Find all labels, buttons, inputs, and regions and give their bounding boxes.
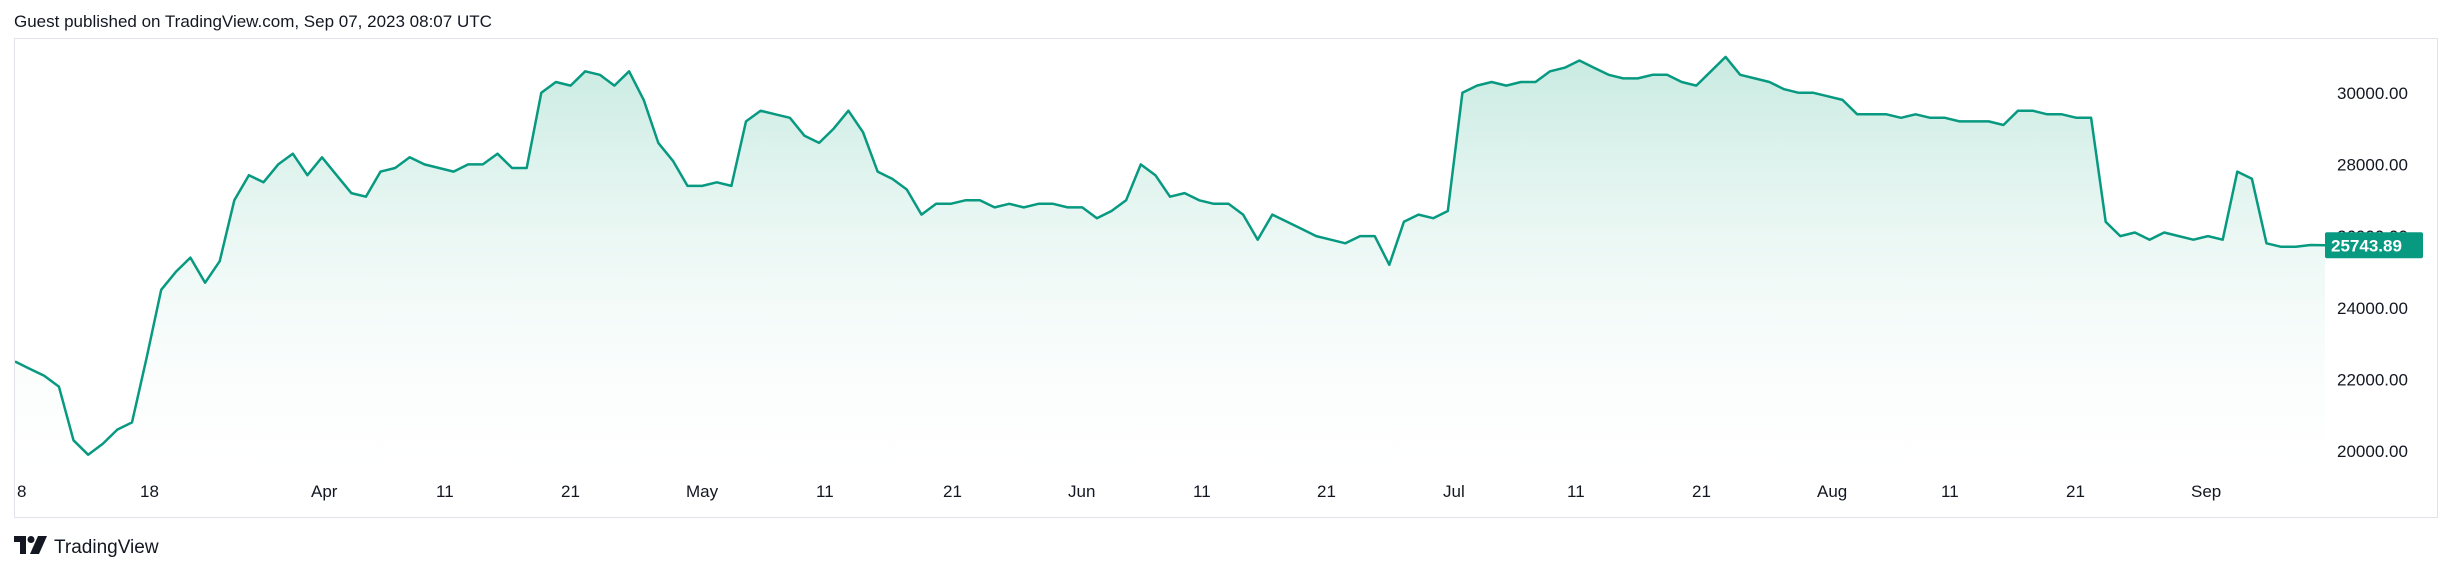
x-tick-label: Aug <box>1817 482 1847 501</box>
tradingview-logo-icon <box>14 536 48 559</box>
x-tick-label: 18 <box>140 482 159 501</box>
x-tick-label: Jul <box>1443 482 1465 501</box>
x-tick-label: Apr <box>311 482 338 501</box>
y-tick-label: 20000.00 <box>2337 442 2408 461</box>
last-price-badge: 25743.89 <box>2325 232 2423 259</box>
y-tick-label: 28000.00 <box>2337 155 2408 174</box>
x-tick-label: 21 <box>561 482 580 501</box>
x-tick-label: 11 <box>1567 482 1585 501</box>
price-line <box>15 55 2326 456</box>
price-area-fill <box>15 56 2325 470</box>
chart-frame[interactable]: 30000.0028000.0026000.0024000.0022000.00… <box>14 38 2438 518</box>
footer-brand[interactable]: TradingView <box>14 536 159 559</box>
tradingview-brand-text: TradingView <box>54 536 159 558</box>
x-tick-label: 21 <box>1317 482 1336 501</box>
x-tick-label: May <box>686 482 719 501</box>
y-tick-label: 22000.00 <box>2337 370 2408 389</box>
x-tick-label: 21 <box>2066 482 2085 501</box>
x-axis: 8 18 Apr 11 21 May 11 21 Jun 11 21 Jul 11 21 Aug 11 21 Se… <box>17 482 2221 501</box>
x-tick-label: 21 <box>943 482 962 501</box>
y-tick-label: 30000.00 <box>2337 84 2408 103</box>
y-tick-label: 24000.00 <box>2337 299 2408 318</box>
y-axis: 30000.0028000.0026000.0024000.0022000.00… <box>2337 84 2408 461</box>
x-tick-label: Jun <box>1068 482 1095 501</box>
x-tick-label: 11 <box>436 482 454 501</box>
x-tick-label: 11 <box>816 482 834 501</box>
price-area-chart[interactable]: 30000.0028000.0026000.0024000.0022000.00… <box>15 39 2439 519</box>
last-price-badge-bg <box>2325 232 2423 259</box>
x-tick-label: Sep <box>2191 482 2221 501</box>
publisher-caption: Guest published on TradingView.com, Sep … <box>14 12 492 31</box>
x-tick-label: 11 <box>1193 482 1211 501</box>
x-tick-label: 8 <box>17 482 26 501</box>
x-tick-label: 21 <box>1692 482 1711 501</box>
x-tick-label: 11 <box>1941 482 1959 501</box>
last-price-label: 25743.89 <box>2331 236 2402 255</box>
